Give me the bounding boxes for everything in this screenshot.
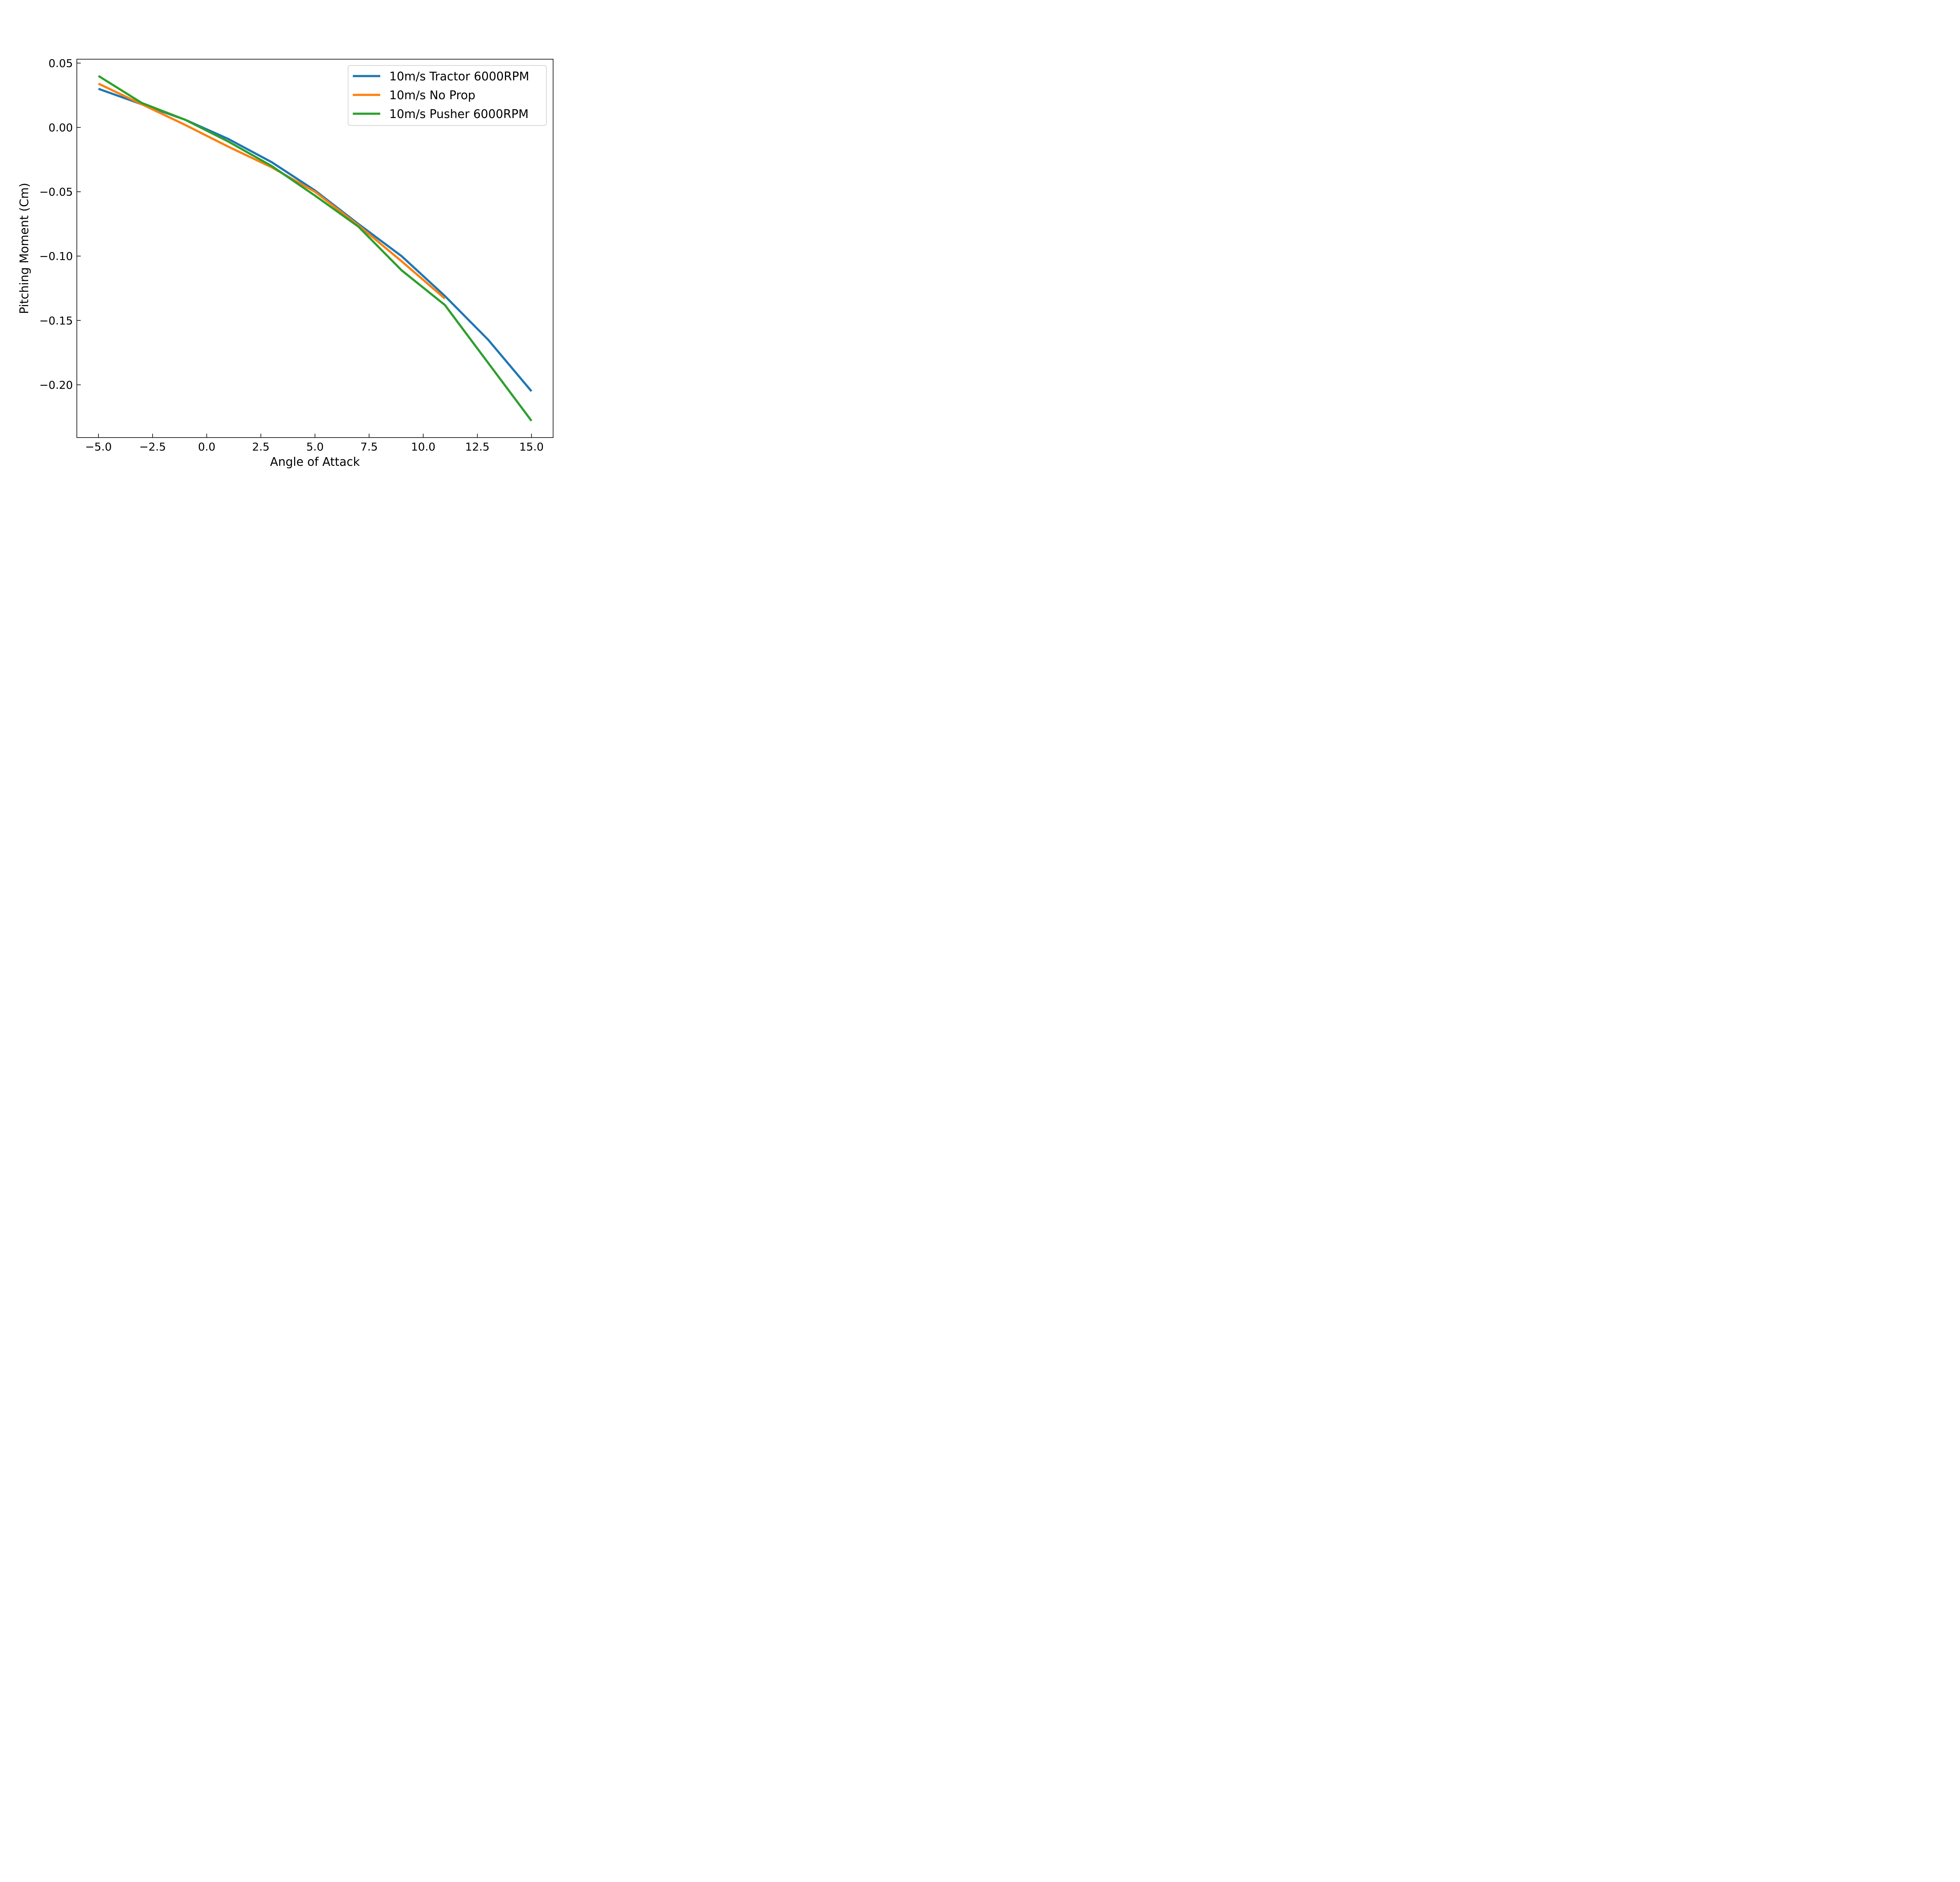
x-tick-label: 2.5 bbox=[252, 440, 270, 453]
y-tick-label: −0.15 bbox=[39, 314, 73, 327]
legend-label-2: 10m/s No Prop bbox=[389, 89, 475, 102]
legend-label-3: 10m/s Pusher 6000RPM bbox=[389, 107, 528, 121]
y-tick-label: −0.20 bbox=[39, 378, 73, 391]
series-line-3 bbox=[98, 75, 533, 421]
x-tick-label: −5.0 bbox=[85, 440, 112, 453]
pitching-moment-chart: −5.0 −2.5 0.0 2.5 5.0 7.5 10.0 12.5 15.0 0.050.0… bbox=[0, 0, 612, 489]
x-tick-label: 15.0 bbox=[519, 440, 544, 453]
x-tick-label: 7.5 bbox=[360, 440, 378, 453]
x-axis-label: Angle of Attack bbox=[270, 455, 360, 469]
legend-label-1: 10m/s Tractor 6000RPM bbox=[389, 70, 529, 84]
legend-box bbox=[348, 65, 547, 126]
x-tick-label: 0.0 bbox=[198, 440, 216, 453]
legend: 10m/s Tractor 6000RPM 10m/s No Prop 10m/s … bbox=[348, 65, 547, 126]
x-axis-ticks: −5.0 −2.5 0.0 2.5 5.0 7.5 10.0 12.5 15.0 bbox=[85, 434, 544, 453]
y-tick-label: −0.10 bbox=[39, 250, 73, 263]
x-tick-label: 12.5 bbox=[465, 440, 490, 453]
x-tick-label: −2.5 bbox=[139, 440, 166, 453]
y-tick-label: −0.05 bbox=[39, 185, 73, 198]
series-layer bbox=[98, 75, 533, 421]
x-tick-label: 5.0 bbox=[306, 440, 324, 453]
y-tick-label: 0.00 bbox=[49, 121, 73, 134]
y-tick-label: 0.05 bbox=[49, 57, 73, 70]
y-axis-label: Pitching Moment (Cm) bbox=[18, 183, 31, 314]
y-axis-ticks: 0.05 0.00 −0.05 −0.10 −0.15 −0.20 bbox=[39, 57, 81, 391]
x-tick-label: 10.0 bbox=[411, 440, 435, 453]
